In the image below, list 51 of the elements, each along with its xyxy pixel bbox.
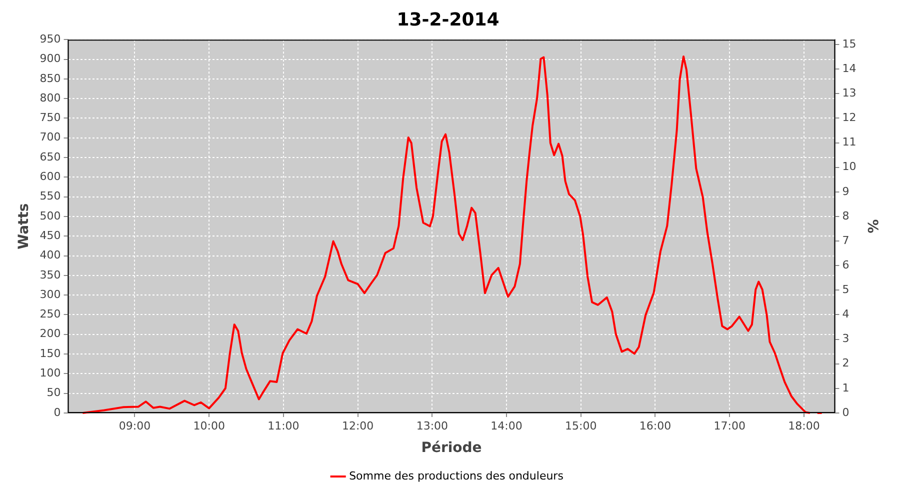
y-tick-label: 350 — [40, 268, 61, 282]
y-tick-label: 400 — [40, 248, 61, 262]
y-axis-title: Watts — [16, 203, 32, 250]
y2-tick-label: 2 — [842, 356, 850, 370]
y2-tick-label: 1 — [842, 381, 850, 394]
chart-title: 13-2-2014 — [396, 9, 500, 30]
y2-tick-label: 7 — [842, 234, 850, 247]
y-tick-label: 200 — [40, 327, 61, 340]
y-tick-label: 50 — [46, 386, 61, 400]
y-tick-label: 150 — [40, 346, 61, 360]
y-tick-label: 100 — [40, 366, 61, 380]
y2-axis-title: % — [864, 219, 880, 234]
x-tick-label: 10:00 — [193, 419, 225, 432]
y2-tick-label: 4 — [842, 308, 850, 321]
y2-tick-label: 8 — [842, 209, 850, 222]
x-tick-label: 09:00 — [118, 419, 151, 432]
y-tick-label: 250 — [40, 308, 61, 321]
y-tick-label: 550 — [40, 190, 61, 203]
y-tick-label: 600 — [40, 170, 61, 184]
x-tick-label: 17:00 — [714, 419, 746, 432]
y2-tick-label: 9 — [842, 184, 850, 198]
x-tick-label: 12:00 — [342, 419, 374, 432]
x-axis-title: Période — [421, 440, 482, 456]
y-tick-label: 0 — [54, 406, 61, 419]
y-tick-label: 750 — [40, 111, 61, 124]
x-tick-label: 14:00 — [490, 419, 522, 432]
y-tick-label: 700 — [40, 130, 61, 144]
y-tick-label: 850 — [40, 72, 61, 85]
y-tick-label: 950 — [40, 32, 61, 46]
x-tick-label: 11:00 — [268, 419, 300, 432]
y2-tick-label: 12 — [842, 111, 856, 124]
y2-tick-label: 0 — [842, 406, 850, 419]
legend-label: Somme des productions des onduleurs — [349, 469, 564, 482]
y2-tick-label: 15 — [842, 37, 856, 50]
y-tick-label: 450 — [40, 228, 61, 242]
y-tick-label: 500 — [40, 209, 61, 222]
x-tick-label: 16:00 — [639, 419, 672, 432]
y-tick-label: 800 — [40, 91, 61, 104]
y2-tick-label: 5 — [842, 283, 850, 296]
y2-tick-label: 10 — [842, 160, 856, 174]
y2-tick-label: 11 — [842, 136, 856, 149]
y2-tick-label: 14 — [842, 62, 856, 75]
x-tick-label: 18:00 — [788, 419, 820, 432]
y-tick-label: 650 — [40, 150, 61, 164]
x-tick-label: 15:00 — [565, 419, 597, 432]
y-tick-label: 300 — [40, 288, 61, 301]
y-tick-label: 900 — [40, 52, 61, 66]
y2-tick-label: 6 — [842, 258, 850, 272]
y2-tick-label: 3 — [842, 332, 850, 346]
y2-tick-label: 13 — [842, 86, 856, 100]
x-tick-label: 13:00 — [416, 419, 448, 432]
